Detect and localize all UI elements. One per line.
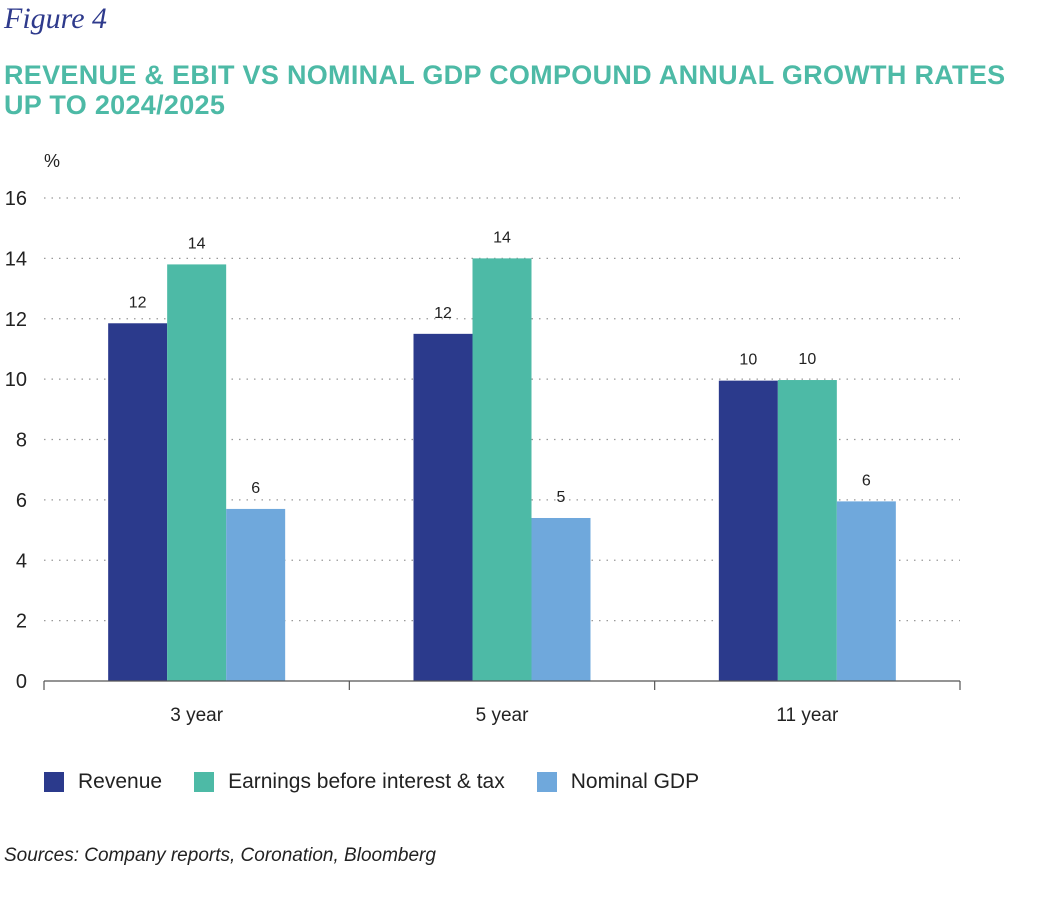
- y-axis-unit-label: %: [44, 151, 60, 171]
- x-axis: 3 year 5 year 11 year: [43, 680, 961, 726]
- bar-ebit-0: [167, 264, 227, 681]
- data-label: 5: [557, 489, 566, 506]
- bar-ebit-2: [777, 380, 837, 681]
- chart-title: REVENUE & EBIT VS NOMINAL GDP COMPOUND A…: [4, 60, 1006, 120]
- legend-item-gdp: Nominal GDP: [536, 770, 700, 794]
- figure-label: Figure 4: [4, 2, 108, 35]
- bar-revenue-2: [718, 380, 778, 681]
- y-tick-label: 2: [16, 611, 27, 633]
- y-tick-label: 6: [16, 490, 27, 512]
- bars: 12 14 6 12 14 5 10 10 6: [108, 229, 896, 681]
- legend: Revenue Earnings before interest & tax N…: [44, 770, 731, 794]
- data-label: 12: [129, 294, 147, 311]
- x-category-label: 5 year: [476, 705, 529, 726]
- bar-gdp-2: [836, 501, 896, 681]
- y-tick-label: 4: [16, 550, 27, 572]
- legend-swatch-ebit: [194, 772, 215, 792]
- legend-label-gdp: Nominal GDP: [570, 770, 700, 793]
- legend-label-ebit: Earnings before interest & tax: [228, 770, 505, 793]
- legend-label-revenue: Revenue: [78, 770, 163, 793]
- data-label: 10: [739, 352, 757, 369]
- data-label: 10: [798, 351, 816, 368]
- bar-gdp-1: [531, 517, 591, 681]
- bar-gdp-0: [226, 508, 286, 681]
- data-label: 6: [862, 472, 871, 489]
- data-label: 14: [188, 235, 206, 252]
- data-label: 6: [251, 480, 260, 497]
- y-tick-label: 16: [5, 188, 27, 210]
- x-category-label: 11 year: [776, 705, 839, 726]
- legend-swatch-revenue: [44, 772, 64, 792]
- bar-revenue-0: [108, 323, 168, 681]
- y-tick-label: 12: [5, 309, 27, 331]
- bar-ebit-1: [472, 258, 532, 681]
- y-tick-label: 0: [16, 671, 27, 693]
- y-tick-label: 10: [5, 369, 27, 391]
- data-label: 14: [493, 229, 511, 246]
- bar-chart: % 0 2 4 6 8 10 12 14 16 12 14 6 12 14 5 10 10 6 3 year 5 …: [5, 151, 961, 726]
- bar-revenue-1: [413, 333, 473, 681]
- legend-item-ebit: Earnings before interest & tax: [194, 770, 505, 794]
- y-tick-label: 14: [5, 248, 27, 270]
- y-axis-ticks: 0 2 4 6 8 10 12 14 16: [5, 188, 27, 693]
- legend-swatch-gdp: [536, 772, 557, 792]
- data-label: 12: [434, 305, 452, 322]
- legend-item-revenue: Revenue: [44, 770, 162, 794]
- y-tick-label: 8: [16, 430, 27, 452]
- source-note: Sources: Company reports, Coronation, Bl…: [4, 845, 436, 866]
- x-category-label: 3 year: [170, 705, 223, 726]
